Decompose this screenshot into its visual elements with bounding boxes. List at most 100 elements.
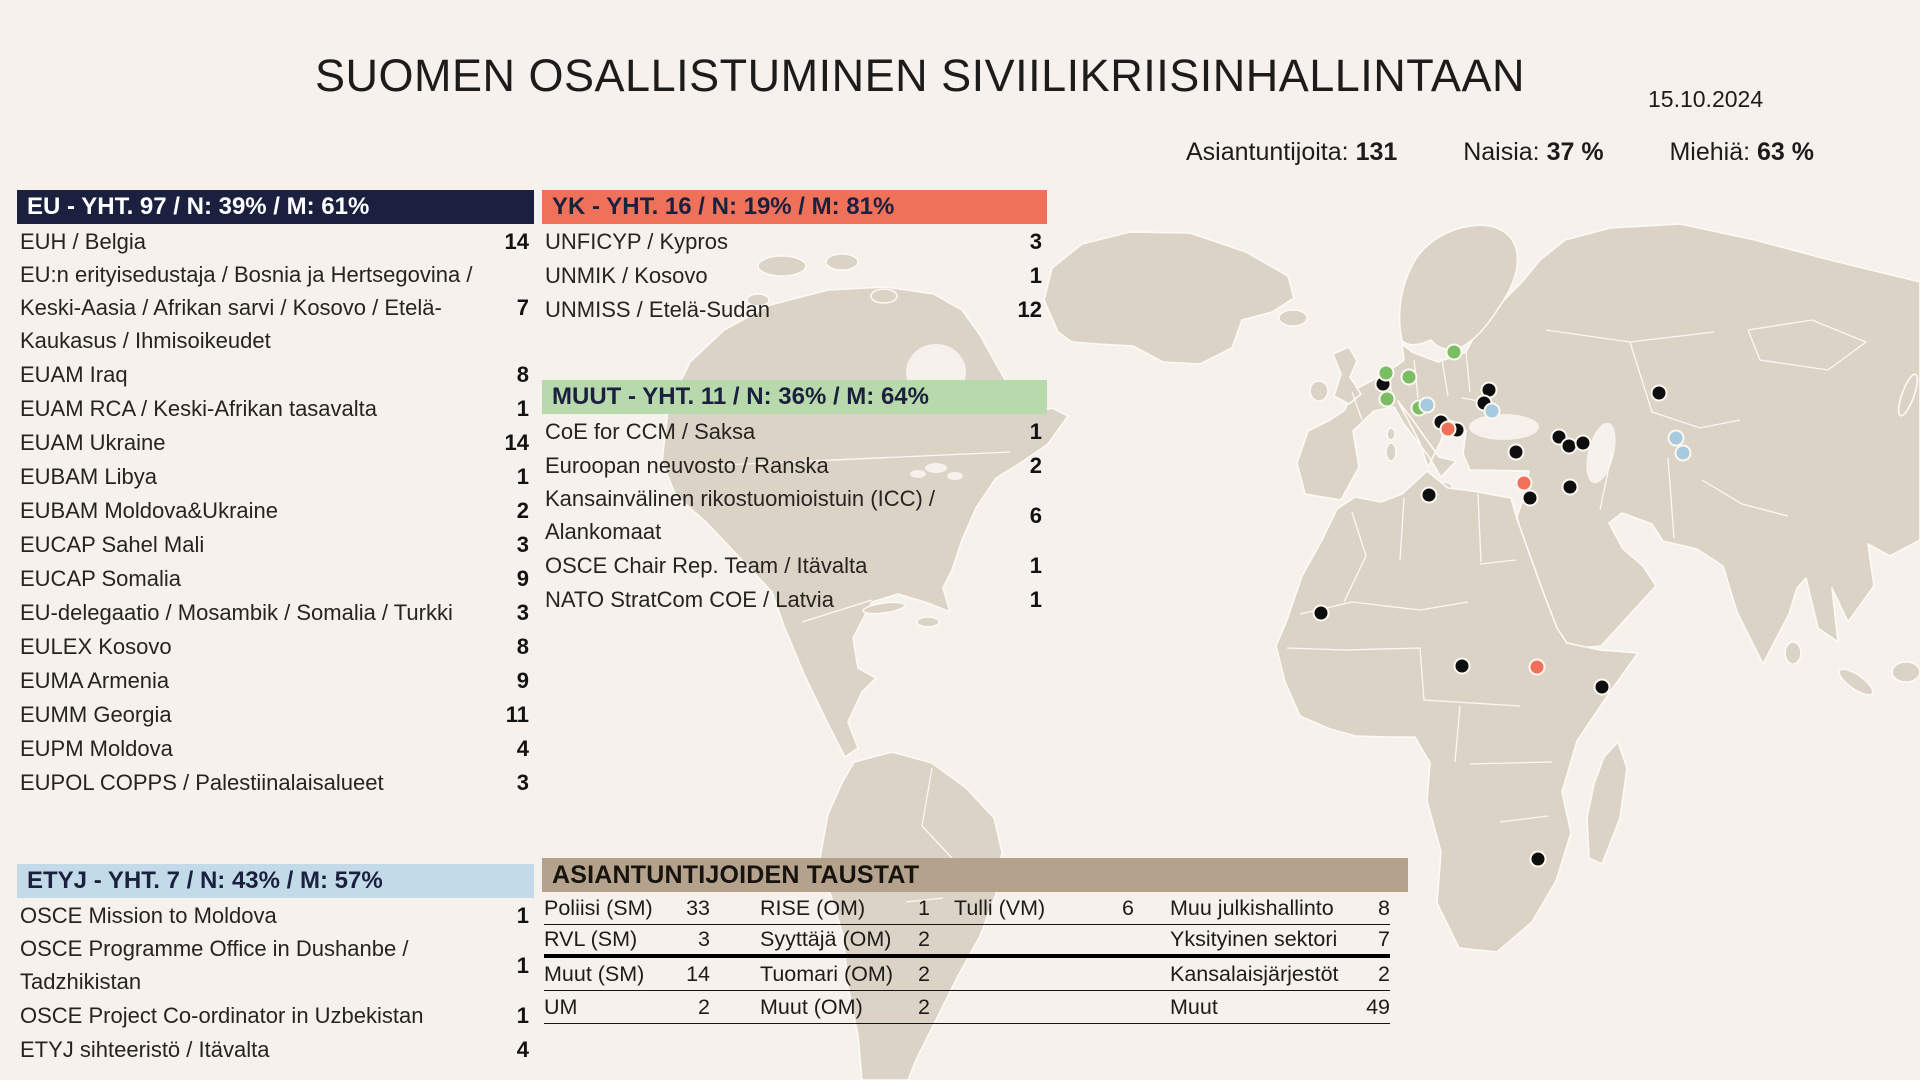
panel-etyj: ETYJ - YHT. 7 / N: 43% / M: 57% OSCE Mis… xyxy=(17,864,534,1066)
mission-row: EU-delegaatio / Mosambik / Somalia / Tur… xyxy=(17,595,534,629)
mission-dot-muut xyxy=(1445,343,1463,361)
background-cell: Muu julkishallinto 8 xyxy=(1170,896,1390,921)
mission-count: 1 xyxy=(1029,552,1042,578)
background-count: 2 xyxy=(918,927,930,951)
mission-label: EUAM Ukraine xyxy=(20,429,166,455)
great-britain-island xyxy=(1332,346,1362,405)
background-count: 3 xyxy=(698,927,710,951)
background-label: RVL (SM) xyxy=(544,927,638,951)
mission-row: EUAM Ukraine 14 xyxy=(17,425,534,459)
mission-dot-eu xyxy=(1507,443,1525,461)
mission-label: UNFICYP / Kypros xyxy=(545,228,728,254)
corsica-island xyxy=(1386,427,1396,441)
stat-women-value: 37 % xyxy=(1546,138,1604,166)
country-borders xyxy=(699,319,1868,903)
background-label: Tulli (VM) xyxy=(954,895,1046,920)
background-label: Muut (SM) xyxy=(544,961,645,986)
mission-row: NATO StratCom COE / Latvia 1 xyxy=(542,582,1047,616)
scandinavia-landmass xyxy=(1398,224,1519,351)
sardinia-island xyxy=(1385,442,1397,462)
background-label: Tuomari (OM) xyxy=(760,961,893,986)
mission-label: EUCAP Sahel Mali xyxy=(20,531,205,557)
background-label: Muut (OM) xyxy=(760,994,863,1019)
mission-row: OSCE Mission to Moldova 1 xyxy=(17,898,534,932)
mission-label: OSCE Mission to Moldova xyxy=(20,902,277,928)
great-lake xyxy=(910,470,926,478)
background-label: Yksityinen sektori xyxy=(1170,927,1338,951)
background-count: 2 xyxy=(1378,961,1390,986)
background-row: Poliisi (SM) 33 RISE (OM) 1 Tulli (VM) 6 Muu j… xyxy=(544,892,1390,925)
background-row: UM 2 Muut (OM) 2 Muut 49 xyxy=(544,991,1390,1024)
mission-count: 8 xyxy=(516,361,529,387)
mission-count: 3 xyxy=(516,599,529,625)
ireland-island xyxy=(1309,380,1329,402)
great-lake xyxy=(925,463,947,473)
background-cell: Kansalaisjärjestöt 2 xyxy=(1170,962,1390,987)
mission-label: EUBAM Libya xyxy=(20,463,157,489)
mission-row: EUAM Iraq 8 xyxy=(17,357,534,391)
mission-count: 1 xyxy=(516,952,529,978)
muut-mission-list: CoE for CCM / Saksa 1 Euroopan neuvosto / … xyxy=(542,414,1047,616)
mission-label: EULEX Kosovo xyxy=(20,633,172,659)
background-cell: UM 2 xyxy=(544,995,710,1020)
background-cell: Muut (SM) 14 xyxy=(544,962,710,987)
mission-row: EU:n erityisedustaja / Bosnia ja Hertseg… xyxy=(17,258,534,357)
mission-dot-eu xyxy=(1593,678,1611,696)
background-cell: Yksityinen sektori 7 xyxy=(1170,927,1390,952)
mission-label: EUPM Moldova xyxy=(20,735,173,761)
iceland-island xyxy=(1278,309,1308,327)
sumatra-island xyxy=(1838,668,1874,696)
mission-count: 4 xyxy=(516,735,529,761)
black-sea xyxy=(1469,414,1539,440)
background-count: 33 xyxy=(686,895,710,920)
mission-label: UNMISS / Etelä-Sudan xyxy=(545,296,770,322)
panel-eu: EU - YHT. 97 / N: 39% / M: 61% EUH / Bel… xyxy=(17,190,534,799)
mission-row: ETYJ sihteeristö / Itävalta 4 xyxy=(17,1032,534,1066)
background-count: 2 xyxy=(698,994,710,1019)
arctic-island xyxy=(870,288,898,304)
background-count: 7 xyxy=(1378,927,1390,951)
mission-label: OSCE Chair Rep. Team / Itävalta xyxy=(545,552,868,578)
mission-dot-yk xyxy=(1515,474,1533,492)
mission-count: 8 xyxy=(516,633,529,659)
mission-count: 1 xyxy=(1029,262,1042,288)
stat-experts: Asiantuntijoita: 131 xyxy=(1186,138,1397,167)
mission-label: ETYJ sihteeristö / Itävalta xyxy=(20,1036,270,1062)
mission-count: 2 xyxy=(1029,452,1042,478)
mission-count: 9 xyxy=(516,667,529,693)
panel-yk: YK - YHT. 16 / N: 19% / M: 81% UNFICYP /… xyxy=(542,190,1047,326)
mission-label: EUMA Armenia xyxy=(20,667,170,693)
hispaniola-island xyxy=(916,616,940,628)
mission-row: EUMA Armenia 9 xyxy=(17,663,534,697)
mission-dot-etyj xyxy=(1483,402,1501,420)
mission-label: NATO StratCom COE / Latvia xyxy=(545,586,834,612)
mission-row: UNFICYP / Kypros 3 xyxy=(542,224,1047,258)
panel-backgrounds: ASIANTUNTIJOIDEN TAUSTAT Poliisi (SM) 33 R… xyxy=(542,858,1408,1024)
background-label: Poliisi (SM) xyxy=(544,895,653,920)
stat-experts-value: 131 xyxy=(1355,138,1398,166)
background-count: 8 xyxy=(1378,895,1390,920)
background-count: 1 xyxy=(918,895,930,920)
stat-men-label: Miehiä: xyxy=(1669,138,1751,166)
mission-dot-eu xyxy=(1312,604,1330,622)
mission-label: EUPOL COPPS / Palestiinalaisalueet xyxy=(20,769,384,795)
background-count: 6 xyxy=(1122,895,1134,920)
mission-dot-muut xyxy=(1400,368,1418,386)
mission-dot-eu xyxy=(1529,850,1547,868)
mission-dot-eu xyxy=(1420,486,1438,504)
mission-label: Kansainvälinen rikostuomioistuin (ICC) /… xyxy=(545,486,936,544)
madagascar-island xyxy=(1586,741,1628,865)
mission-dot-etyj xyxy=(1667,429,1685,447)
borneo-island xyxy=(1891,661,1920,683)
mission-row: EUH / Belgia 14 xyxy=(17,224,534,258)
mission-label: CoE for CCM / Saksa xyxy=(545,418,756,444)
muut-section-header: MUUT - YHT. 11 / N: 36% / M: 64% xyxy=(542,380,1047,414)
mission-count: 1 xyxy=(1029,586,1042,612)
eu-section-header: EU - YHT. 97 / N: 39% / M: 61% xyxy=(17,190,534,224)
mission-row: EUCAP Sahel Mali 3 xyxy=(17,527,534,561)
mission-row: OSCE Programme Office in Dushanbe / Tadz… xyxy=(17,932,534,998)
mission-dot-muut xyxy=(1377,364,1395,382)
mission-row: EUMM Georgia 11 xyxy=(17,697,534,731)
mission-label: EUAM Iraq xyxy=(20,361,128,387)
